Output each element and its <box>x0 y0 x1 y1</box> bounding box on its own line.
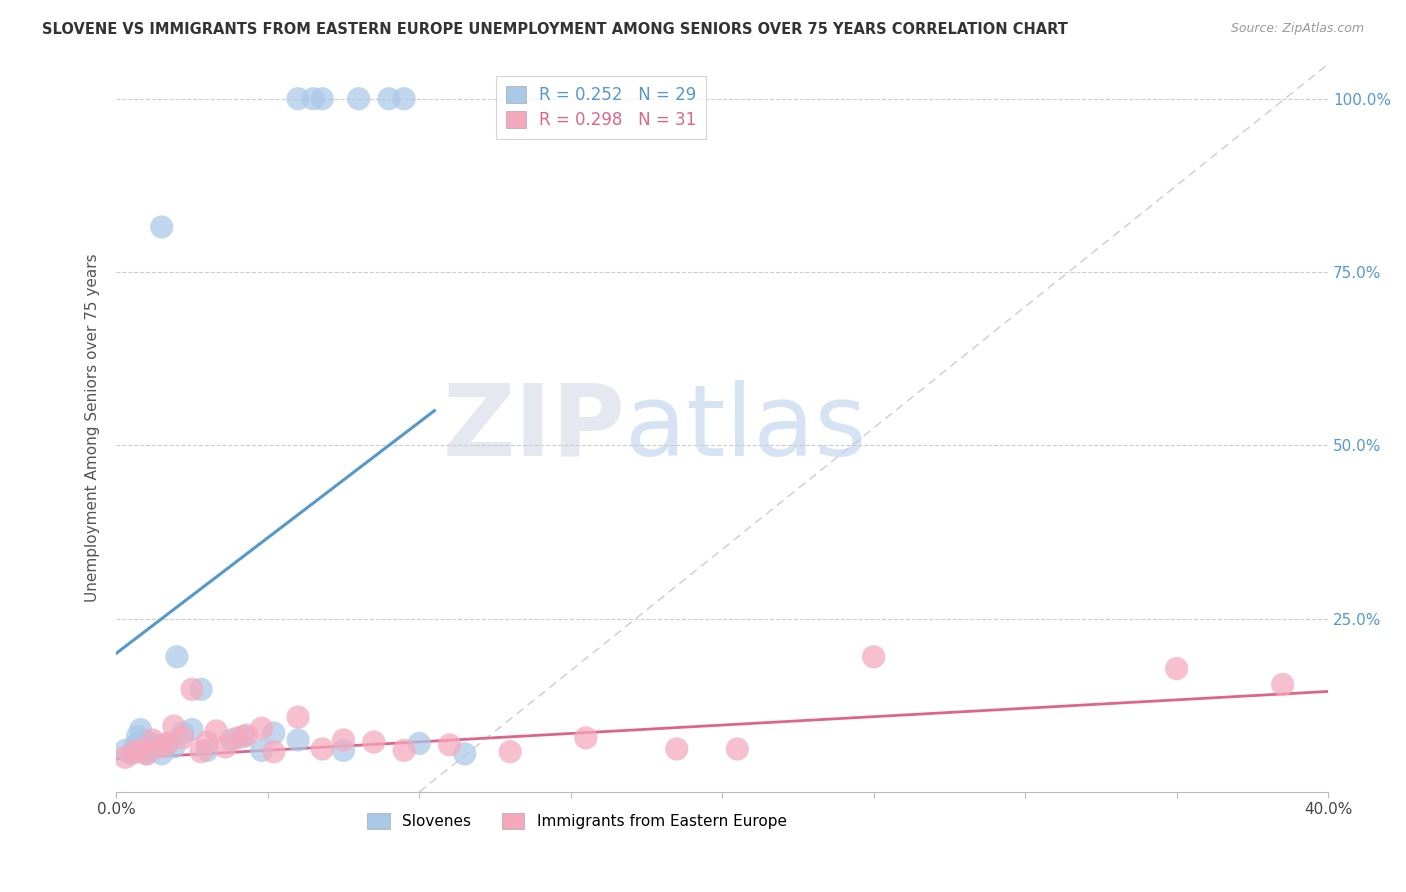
Point <box>156 736 179 750</box>
Point <box>332 733 354 747</box>
Point <box>408 736 430 750</box>
Point <box>150 739 173 754</box>
Point <box>127 730 149 744</box>
Point <box>232 730 254 744</box>
Point <box>311 92 333 106</box>
Point <box>145 739 167 754</box>
Point <box>124 745 146 759</box>
Point <box>135 739 157 754</box>
Point <box>142 736 165 750</box>
Point <box>499 745 522 759</box>
Point <box>263 745 285 759</box>
Point <box>114 743 136 757</box>
Point <box>575 731 598 745</box>
Point <box>181 682 204 697</box>
Point <box>302 92 325 106</box>
Point <box>150 219 173 234</box>
Point <box>138 743 160 757</box>
Text: Source: ZipAtlas.com: Source: ZipAtlas.com <box>1230 22 1364 36</box>
Point <box>332 743 354 757</box>
Point <box>190 745 212 759</box>
Point <box>142 733 165 747</box>
Point <box>190 682 212 697</box>
Point <box>181 723 204 737</box>
Point <box>378 92 401 106</box>
Point <box>250 721 273 735</box>
Point <box>150 747 173 761</box>
Point <box>862 649 884 664</box>
Point <box>129 743 152 757</box>
Point <box>127 736 149 750</box>
Point <box>195 735 218 749</box>
Point <box>287 733 309 747</box>
Point <box>226 731 249 745</box>
Legend: Slovenes, Immigrants from Eastern Europe: Slovenes, Immigrants from Eastern Europe <box>361 807 793 835</box>
Point <box>454 747 477 761</box>
Point <box>363 735 385 749</box>
Point <box>665 742 688 756</box>
Point <box>120 747 142 761</box>
Point <box>129 723 152 737</box>
Point <box>347 92 370 106</box>
Point <box>221 733 243 747</box>
Point <box>166 649 188 664</box>
Point <box>132 733 155 747</box>
Point <box>195 743 218 757</box>
Point <box>311 742 333 756</box>
Point <box>287 710 309 724</box>
Point <box>214 739 236 754</box>
Point <box>205 723 228 738</box>
Point <box>172 731 194 745</box>
Point <box>235 728 257 742</box>
Point <box>135 747 157 761</box>
Text: atlas: atlas <box>626 379 868 476</box>
Point <box>287 92 309 106</box>
Point <box>392 92 415 106</box>
Y-axis label: Unemployment Among Seniors over 75 years: Unemployment Among Seniors over 75 years <box>86 253 100 602</box>
Point <box>725 742 748 756</box>
Point <box>172 726 194 740</box>
Point <box>163 739 186 754</box>
Point <box>156 736 179 750</box>
Point <box>163 719 186 733</box>
Point <box>250 743 273 757</box>
Point <box>1166 662 1188 676</box>
Text: SLOVENE VS IMMIGRANTS FROM EASTERN EUROPE UNEMPLOYMENT AMONG SENIORS OVER 75 YEA: SLOVENE VS IMMIGRANTS FROM EASTERN EUROP… <box>42 22 1069 37</box>
Point <box>114 750 136 764</box>
Text: ZIP: ZIP <box>443 379 626 476</box>
Point <box>124 739 146 754</box>
Point <box>439 738 461 752</box>
Point <box>129 743 152 757</box>
Point <box>135 747 157 761</box>
Point <box>263 726 285 740</box>
Point <box>1271 677 1294 691</box>
Point <box>392 743 415 757</box>
